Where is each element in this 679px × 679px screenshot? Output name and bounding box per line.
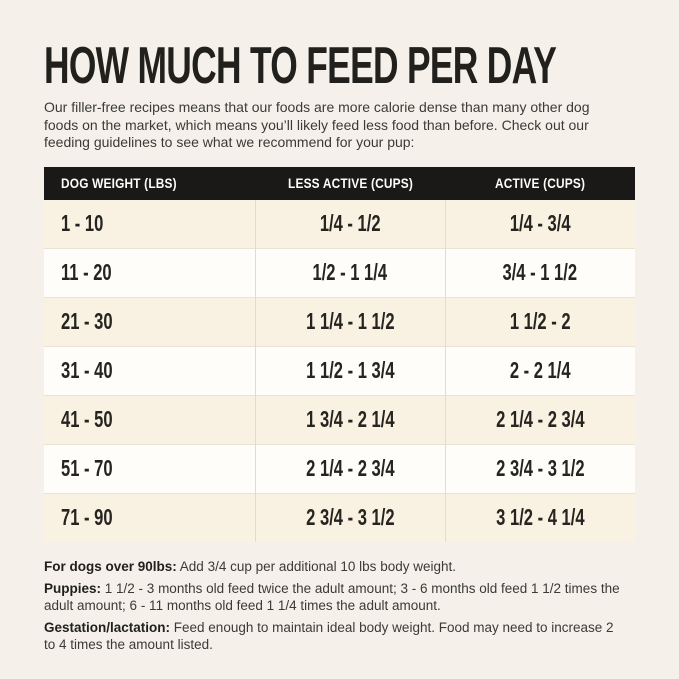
weight-cell: 21 - 30 — [44, 296, 255, 346]
active-cell: 2 1/4 - 2 3/4 — [444, 394, 635, 444]
table-row: 1 - 10 1/4 - 1/2 1/4 - 3/4 — [44, 199, 635, 248]
less-active-cell: 1 3/4 - 2 1/4 — [254, 394, 445, 444]
intro-text: Our filler-free recipes means that our f… — [44, 99, 590, 150]
less-active-cell: 2 1/4 - 2 3/4 — [254, 443, 445, 493]
note-gestation: Gestation/lactation: Feed enough to main… — [44, 620, 624, 653]
feeding-table: DOG WEIGHT (LBS) LESS ACTIVE (CUPS) ACTI… — [44, 166, 635, 542]
table-row: 31 - 40 1 1/2 - 1 3/4 2 - 2 1/4 — [44, 345, 635, 395]
weight-cell: 71 - 90 — [44, 492, 255, 542]
notes-section: For dogs over 90lbs: Add 3/4 cup per add… — [44, 559, 624, 654]
active-cell: 2 - 2 1/4 — [444, 345, 635, 395]
col-header-dog-weight-label: DOG WEIGHT (LBS) — [61, 175, 177, 191]
col-header-less-active: LESS ACTIVE (CUPS) — [255, 166, 445, 200]
weight-cell: 11 - 20 — [44, 247, 255, 297]
feeding-table-header: DOG WEIGHT (LBS) LESS ACTIVE (CUPS) ACTI… — [44, 166, 635, 200]
header-row: DOG WEIGHT (LBS) LESS ACTIVE (CUPS) ACTI… — [44, 166, 635, 200]
page-title-text: HOW MUCH TO FEED PER DAY — [44, 37, 557, 95]
note-puppies-label: Puppies: — [44, 581, 102, 596]
less-active-cell: 1/2 - 1 1/4 — [254, 247, 445, 297]
active-cell: 3/4 - 1 1/2 — [444, 247, 635, 297]
table-row: 21 - 30 1 1/4 - 1 1/2 1 1/2 - 2 — [44, 296, 635, 346]
note-over-90lbs-label: For dogs over 90lbs: — [44, 558, 177, 574]
col-header-active: ACTIVE (CUPS) — [445, 166, 635, 200]
weight-cell: 31 - 40 — [44, 345, 255, 395]
note-over-90lbs-text: Add 3/4 cup per additional 10 lbs body w… — [179, 558, 456, 574]
note-puppies: Puppies: 1 1/2 - 3 months old feed twice… — [44, 581, 624, 614]
col-header-less-active-label: LESS ACTIVE (CUPS) — [287, 175, 413, 191]
table-row: 71 - 90 2 3/4 - 3 1/2 3 1/2 - 4 1/4 — [44, 492, 635, 542]
less-active-cell: 1/4 - 1/2 — [254, 199, 445, 248]
weight-cell: 51 - 70 — [44, 443, 255, 493]
active-cell: 2 3/4 - 3 1/2 — [444, 443, 635, 493]
less-active-cell: 1 1/4 - 1 1/2 — [254, 296, 445, 346]
less-active-cell: 1 1/2 - 1 3/4 — [254, 345, 445, 395]
weight-cell: 41 - 50 — [44, 394, 255, 444]
note-over-90lbs: For dogs over 90lbs: Add 3/4 cup per add… — [44, 559, 624, 576]
note-puppies-text: 1 1/2 - 3 months old feed twice the adul… — [44, 581, 620, 613]
active-cell: 3 1/2 - 4 1/4 — [444, 492, 635, 542]
weight-cell: 1 - 10 — [44, 199, 255, 248]
less-active-cell: 2 3/4 - 3 1/2 — [254, 492, 445, 542]
page-title: HOW MUCH TO FEED PER DAY — [44, 40, 635, 92]
note-gestation-text: Feed enough to maintain ideal body weigh… — [44, 620, 614, 652]
table-row: 51 - 70 2 1/4 - 2 3/4 2 3/4 - 3 1/2 — [44, 443, 635, 493]
table-row: 11 - 20 1/2 - 1 1/4 3/4 - 1 1/2 — [44, 247, 635, 297]
feeding-table-body: 1 - 10 1/4 - 1/2 1/4 - 3/4 11 - 20 1/2 -… — [44, 199, 635, 542]
note-gestation-label: Gestation/lactation: — [44, 620, 171, 635]
active-cell: 1 1/2 - 2 — [444, 296, 635, 346]
col-header-dog-weight: DOG WEIGHT (LBS) — [44, 166, 255, 200]
active-cell: 1/4 - 3/4 — [444, 199, 635, 248]
col-header-active-label: ACTIVE (CUPS) — [494, 175, 586, 191]
table-row: 41 - 50 1 3/4 - 2 1/4 2 1/4 - 2 3/4 — [44, 394, 635, 444]
